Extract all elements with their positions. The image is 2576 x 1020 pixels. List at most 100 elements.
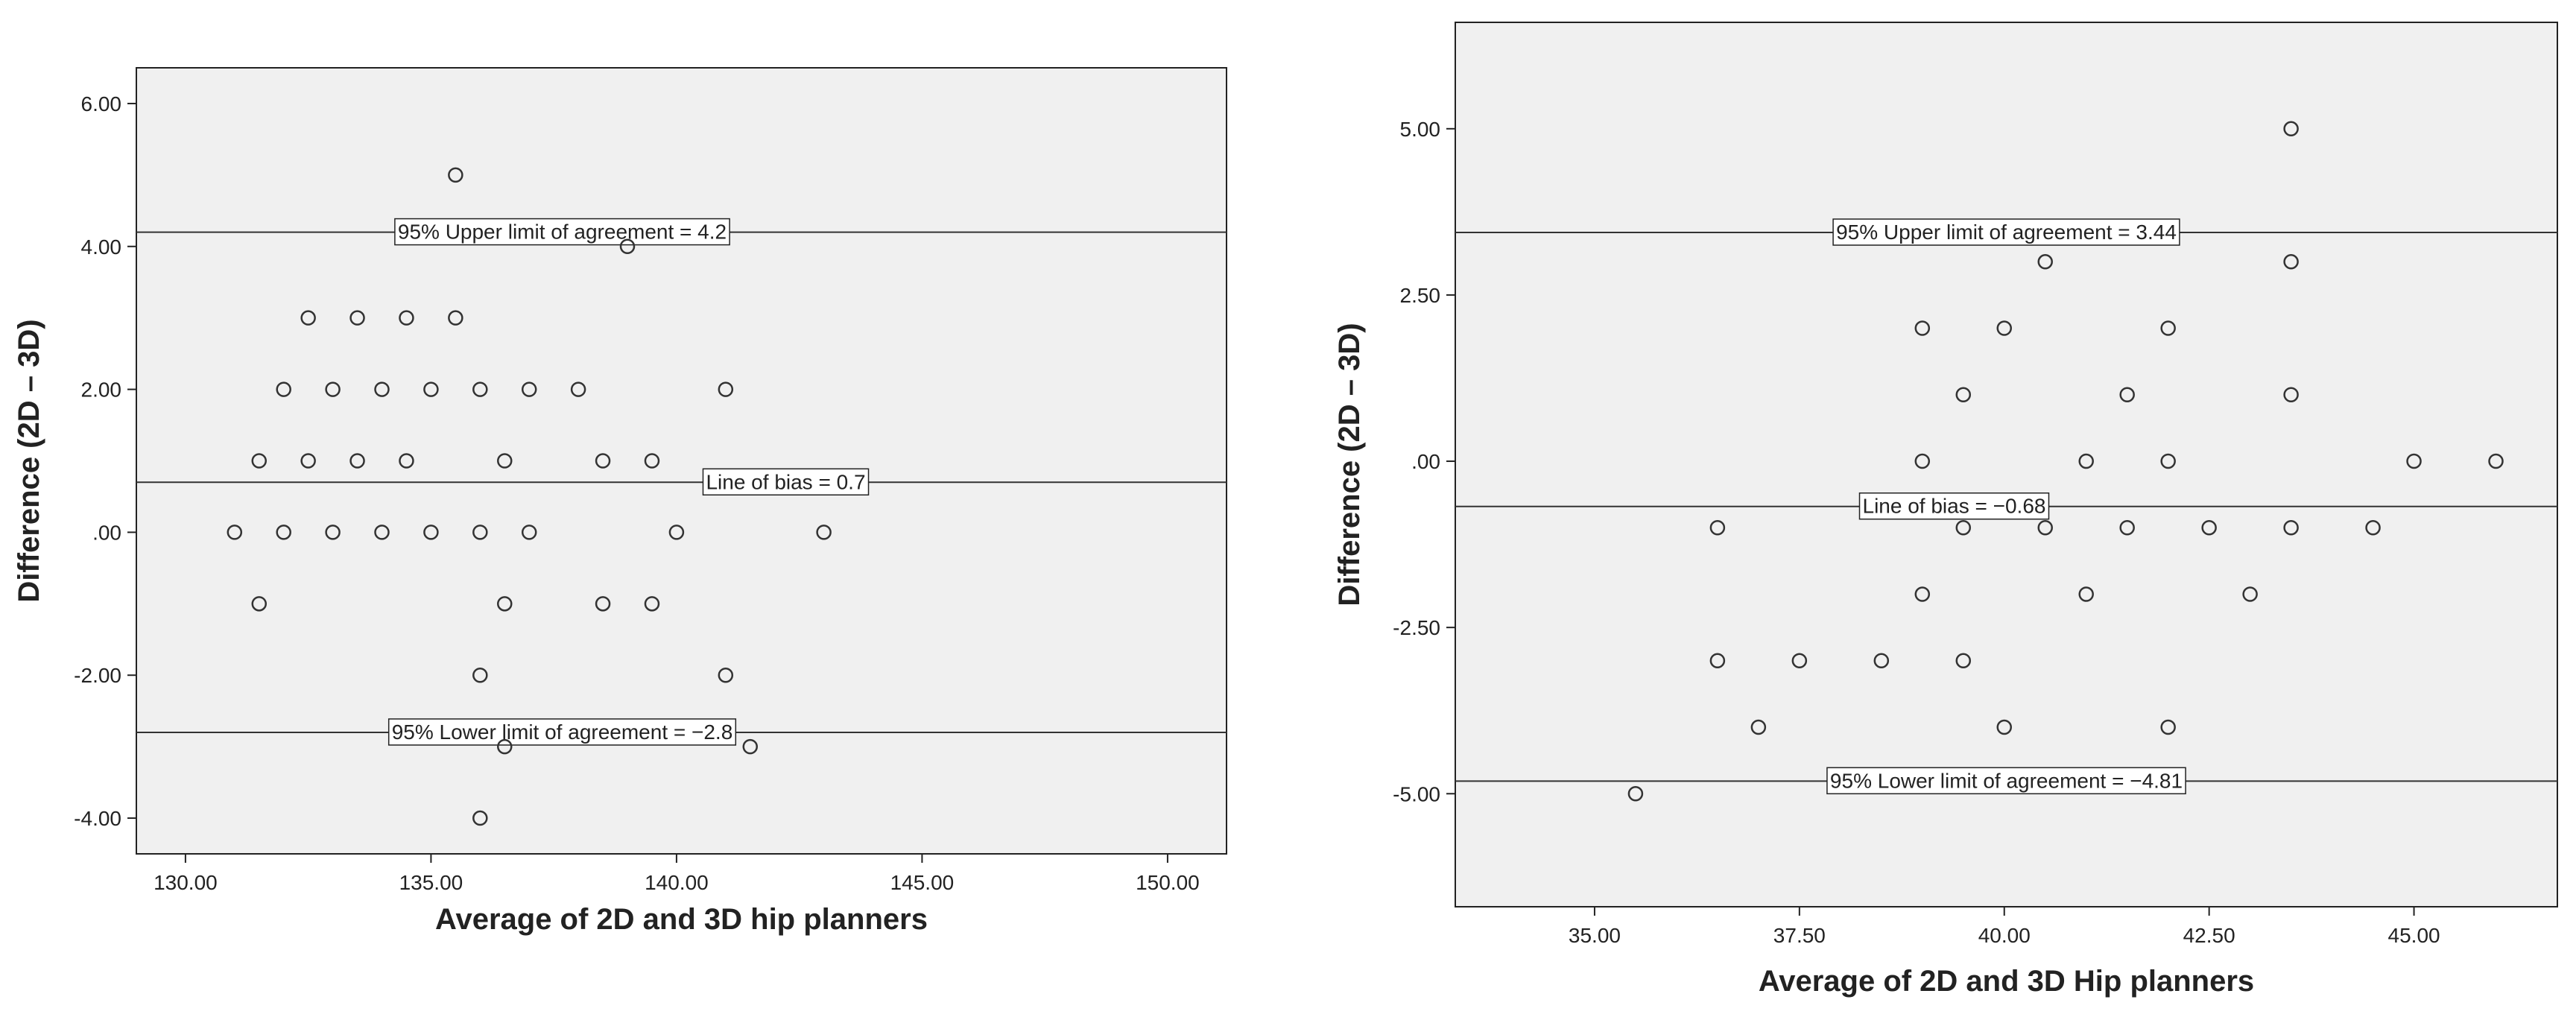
data-point <box>2119 520 2135 536</box>
plot-area <box>1455 22 2558 907</box>
x-tick-label: 40.00 <box>1978 924 2031 947</box>
data-point <box>472 381 488 397</box>
data-point <box>718 381 734 397</box>
data-point <box>349 310 365 326</box>
x-tick-label: 35.00 <box>1569 924 1621 947</box>
data-point <box>423 381 439 397</box>
data-point <box>497 596 513 612</box>
reference-line-label-box <box>1826 767 2186 795</box>
reference-line-label: Line of bias = −0.68 <box>1863 495 2046 518</box>
data-point <box>718 667 734 683</box>
data-point <box>300 453 316 469</box>
y-tick-label: 5.00 <box>1400 118 1441 141</box>
data-point <box>570 381 586 397</box>
data-point <box>2488 453 2504 469</box>
y-tick-label: 4.00 <box>81 235 122 259</box>
data-point <box>2160 453 2176 469</box>
y-axis-title: Difference (2D – 3D) <box>1333 323 1366 606</box>
data-point <box>2037 520 2053 536</box>
data-point <box>1627 786 1644 802</box>
data-point <box>2201 520 2217 536</box>
data-point <box>300 310 316 326</box>
data-point <box>1914 320 1931 336</box>
data-point <box>472 525 488 540</box>
data-point <box>448 167 463 183</box>
reference-line-label-box <box>1858 492 2050 520</box>
data-point <box>251 453 268 469</box>
data-point <box>497 453 513 469</box>
data-point <box>2078 453 2094 469</box>
data-point <box>2283 254 2299 270</box>
data-point <box>2160 719 2176 735</box>
data-point <box>497 738 513 755</box>
data-point <box>1996 320 2013 336</box>
data-point <box>374 381 390 397</box>
reference-line-label-box <box>702 468 870 496</box>
y-tick-label: -2.50 <box>1393 616 1440 639</box>
data-point <box>1791 653 1808 669</box>
data-point <box>644 596 660 612</box>
data-point <box>1750 719 1767 735</box>
data-point <box>619 238 636 255</box>
data-point <box>668 525 685 540</box>
y-axis-title: Difference (2D – 3D) <box>13 319 45 602</box>
x-tick-label: 145.00 <box>890 871 955 894</box>
data-point <box>595 596 611 612</box>
y-tick-label: 2.50 <box>1400 284 1441 307</box>
y-tick-label: 2.00 <box>81 378 122 402</box>
reference-line-label: 95% Upper limit of agreement = 4.2 <box>398 221 727 244</box>
x-tick-label: 140.00 <box>645 871 709 894</box>
data-point <box>472 667 488 683</box>
y-tick-label: -4.00 <box>74 807 121 830</box>
data-point <box>2037 254 2053 270</box>
data-point <box>374 525 390 540</box>
y-tick-label: -2.00 <box>74 664 121 687</box>
data-point <box>2283 121 2299 137</box>
data-point <box>1996 719 2013 735</box>
data-point <box>2160 320 2176 336</box>
reference-line-label: 95% Upper limit of agreement = 3.44 <box>1836 221 2177 244</box>
data-point <box>1709 653 1726 669</box>
y-tick-label: .00 <box>92 521 121 544</box>
x-tick-label: 135.00 <box>399 871 463 894</box>
x-tick-label: 37.50 <box>1773 924 1826 947</box>
data-point <box>2283 387 2299 403</box>
reference-line-label: 95% Lower limit of agreement = −4.81 <box>1830 769 2183 792</box>
data-point <box>399 310 414 326</box>
data-point <box>816 525 832 540</box>
data-point <box>2365 520 2381 536</box>
data-point <box>1873 653 1890 669</box>
data-point <box>521 381 537 397</box>
x-axis-title: Average of 2D and 3D Hip planners <box>1759 965 2254 998</box>
reference-line-label: 95% Lower limit of agreement = −2.8 <box>392 720 733 744</box>
reference-line-label: Line of bias = 0.7 <box>706 470 865 493</box>
data-point <box>423 525 439 540</box>
reference-line-label-box <box>394 218 730 246</box>
x-tick-label: 42.50 <box>2183 924 2235 947</box>
data-point <box>2406 453 2422 469</box>
x-tick-label: 130.00 <box>154 871 218 894</box>
data-point <box>2078 586 2094 602</box>
data-point <box>472 810 488 826</box>
data-point <box>325 525 341 540</box>
data-point <box>644 453 660 469</box>
data-point <box>1955 520 1972 536</box>
data-point <box>521 525 537 540</box>
x-axis-title: Average of 2D and 3D hip planners <box>435 903 928 936</box>
data-point <box>595 453 611 469</box>
reference-line-label-box <box>387 718 737 746</box>
chart-2: 35.00 37.50 40.00 42.50 45.00 -5.00 -2.50 .00 2.… <box>1333 22 2558 998</box>
data-point <box>276 381 291 397</box>
y-tick-label: -5.00 <box>1393 782 1440 805</box>
data-point <box>1955 653 1972 669</box>
data-point <box>2283 520 2299 536</box>
reference-line-label-box <box>1832 218 2180 246</box>
data-point <box>276 525 291 540</box>
data-point <box>349 453 365 469</box>
data-point <box>1955 387 1972 403</box>
chart-1: 130.00 135.00 140.00 145.00 150.00 -4.00 -2.00… <box>13 67 1227 936</box>
y-tick-label: 6.00 <box>81 92 122 115</box>
data-point <box>251 596 268 612</box>
